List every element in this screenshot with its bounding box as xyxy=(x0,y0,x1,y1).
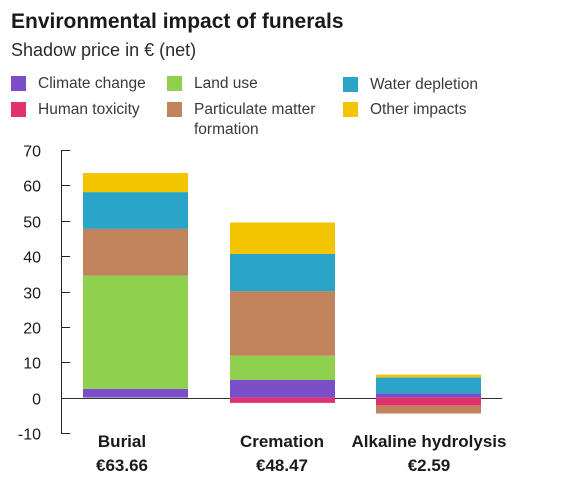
y-tick-label: 0 xyxy=(32,392,41,409)
y-tick-label: -10 xyxy=(18,427,41,444)
bar-segment-human-toxicity xyxy=(230,397,335,403)
legend-swatch xyxy=(11,76,26,91)
legend-item-other-impacts: Other impacts xyxy=(343,100,520,120)
y-tick-label: 50 xyxy=(23,215,41,232)
bar-segment-climate-change xyxy=(376,393,481,398)
chart-subtitle: Shadow price in € (net) xyxy=(11,40,197,60)
category-label: Burial xyxy=(98,432,146,451)
legend-swatch xyxy=(11,102,26,117)
y-tick-label: 40 xyxy=(23,250,41,267)
legend-item-climate-change: Climate change xyxy=(11,74,188,94)
chart-title: Environmental impact of funerals xyxy=(11,10,344,33)
y-tick-label: 20 xyxy=(23,321,41,338)
y-tick-label: 10 xyxy=(23,356,41,373)
legend-item-water-depletion: Water depletion xyxy=(343,75,520,95)
bar-segment-climate-change xyxy=(83,388,188,398)
bar-segment-particulate-matter-formation xyxy=(83,228,188,276)
category-total: €48.47 xyxy=(256,456,308,475)
bars xyxy=(83,173,481,414)
category-total: €2.59 xyxy=(408,456,451,475)
legend-label: Water depletion xyxy=(370,76,478,93)
legend-label: Particulate matter formation xyxy=(194,101,316,138)
legend-label: Human toxicity xyxy=(38,101,140,118)
legend-swatch xyxy=(167,102,182,117)
legend-swatch xyxy=(343,77,358,92)
category-label: Alkaline hydrolysis xyxy=(352,432,507,451)
bar-segment-water-depletion xyxy=(230,254,335,292)
bar-segment-land-use xyxy=(83,275,188,389)
y-tick-label: 30 xyxy=(23,286,41,303)
category-total: €63.66 xyxy=(96,456,148,475)
legend-swatch xyxy=(343,102,358,117)
bar-segment-water-depletion xyxy=(376,377,481,394)
bar-segment-particulate-matter-formation xyxy=(230,291,335,356)
bar-segment-particulate-matter-formation xyxy=(376,405,481,414)
legend-item-particulate-matter: Particulate matter formation xyxy=(167,100,344,140)
legend-label: Climate change xyxy=(38,75,146,92)
bar-segment-climate-change xyxy=(230,379,335,398)
legend-label: Other impacts xyxy=(370,101,467,118)
legend-item-land-use: Land use xyxy=(167,74,344,94)
bar-segment-other-impacts xyxy=(83,173,188,193)
legend-item-human-toxicity: Human toxicity xyxy=(11,100,188,120)
bar-segment-human-toxicity xyxy=(376,397,481,406)
category-label: Cremation xyxy=(240,432,324,451)
legend-label: Land use xyxy=(194,75,258,92)
bar-segment-other-impacts xyxy=(230,222,335,254)
y-tick-label: 60 xyxy=(23,179,41,196)
category-labels: Burial €63.66 Cremation €48.47 Alkaline hydr… xyxy=(96,432,506,475)
bar-segment-other-impacts xyxy=(376,374,481,378)
legend-swatch xyxy=(167,76,182,91)
y-tick-label: 70 xyxy=(23,144,41,161)
bar-segment-water-depletion xyxy=(83,192,188,229)
bar-segment-land-use xyxy=(230,355,335,380)
